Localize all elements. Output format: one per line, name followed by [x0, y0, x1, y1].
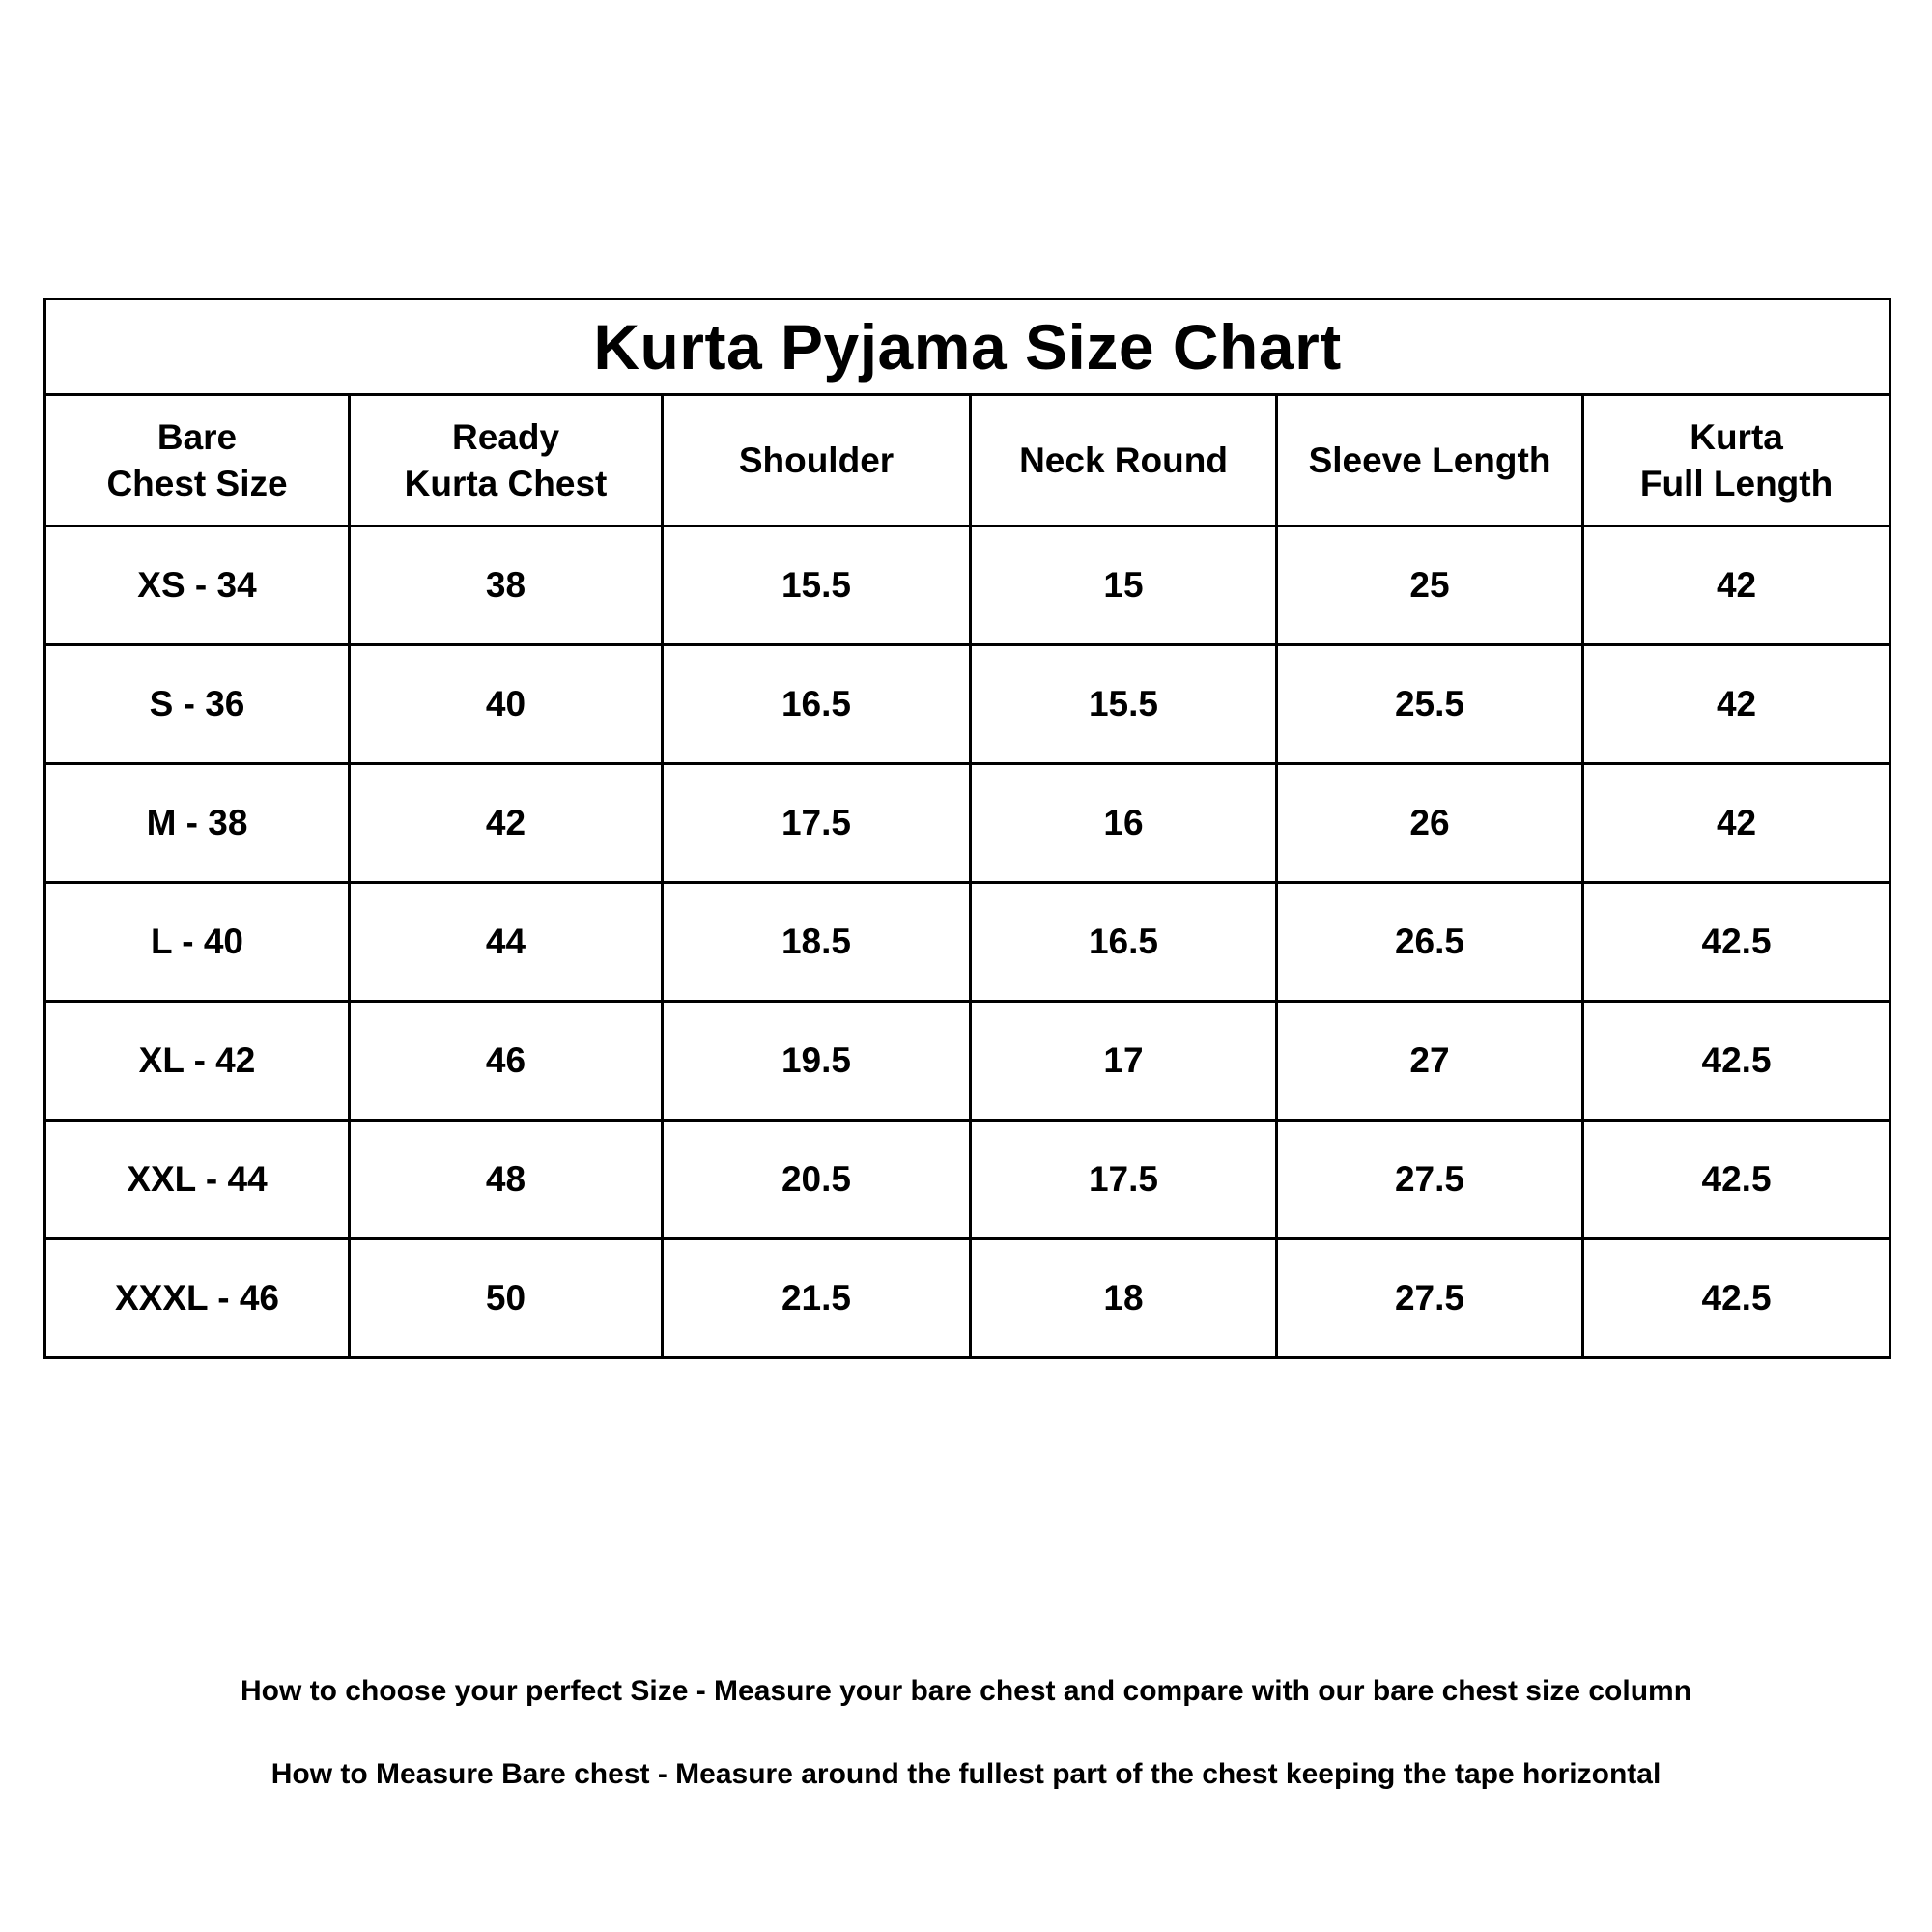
cell-neck-round: 17	[969, 1000, 1278, 1122]
header-line-2: Full Length	[1639, 463, 1833, 503]
table-row: M - 38 42 17.5 16 26 42	[43, 762, 1892, 884]
cell-neck-round: 16	[969, 762, 1278, 884]
cell-ready-kurta-chest: 48	[348, 1119, 664, 1240]
header-line-1: Sleeve Length	[1308, 440, 1551, 480]
cell-kurta-full-length: 42.5	[1580, 1237, 1892, 1359]
cell-ready-kurta-chest: 44	[348, 881, 664, 1003]
size-chart-container: Kurta Pyjama Size Chart Bare Chest Size …	[43, 298, 1892, 1359]
cell-size-label: XL - 42	[43, 1000, 351, 1122]
cell-ready-kurta-chest: 50	[348, 1237, 664, 1359]
cell-size-label: XS - 34	[43, 525, 351, 646]
cell-size-label: XXXL - 46	[43, 1237, 351, 1359]
cell-neck-round: 15	[969, 525, 1278, 646]
header-line-1: Kurta	[1690, 417, 1783, 458]
size-chart-table: Kurta Pyjama Size Chart Bare Chest Size …	[43, 298, 1892, 1359]
table-row: XL - 42 46 19.5 17 27 42.5	[43, 1000, 1892, 1122]
table-row: XXL - 44 48 20.5 17.5 27.5 42.5	[43, 1119, 1892, 1240]
cell-sleeve-length: 27.5	[1275, 1237, 1584, 1359]
cell-ready-kurta-chest: 46	[348, 1000, 664, 1122]
title-row: Kurta Pyjama Size Chart	[43, 298, 1892, 396]
table-row: XXXL - 46 50 21.5 18 27.5 42.5	[43, 1237, 1892, 1359]
cell-ready-kurta-chest: 40	[348, 643, 664, 765]
note-how-to-choose-size: How to choose your perfect Size - Measur…	[240, 1675, 1692, 1707]
header-line-1: Shoulder	[738, 440, 895, 480]
table-row: XS - 34 38 15.5 15 25 42	[43, 525, 1892, 646]
cell-ready-kurta-chest: 38	[348, 525, 664, 646]
cell-size-label: L - 40	[43, 881, 351, 1003]
cell-sleeve-length: 26.5	[1275, 881, 1584, 1003]
cell-ready-kurta-chest: 42	[348, 762, 664, 884]
cell-shoulder: 18.5	[661, 881, 972, 1003]
cell-kurta-full-length: 42.5	[1580, 881, 1892, 1003]
note-how-to-measure-bare-chest: How to Measure Bare chest - Measure arou…	[270, 1758, 1662, 1790]
cell-sleeve-length: 25	[1275, 525, 1584, 646]
cell-sleeve-length: 27	[1275, 1000, 1584, 1122]
cell-shoulder: 16.5	[661, 643, 972, 765]
cell-sleeve-length: 25.5	[1275, 643, 1584, 765]
cell-sleeve-length: 26	[1275, 762, 1584, 884]
cell-sleeve-length: 27.5	[1275, 1119, 1584, 1240]
cell-kurta-full-length: 42.5	[1580, 1119, 1892, 1240]
header-line-2: Chest Size	[106, 463, 288, 503]
column-header-bare-chest-size: Bare Chest Size	[43, 393, 351, 527]
cell-neck-round: 17.5	[969, 1119, 1278, 1240]
column-header-sleeve-length: Sleeve Length	[1275, 393, 1584, 527]
cell-kurta-full-length: 42	[1580, 525, 1892, 646]
header-row: Bare Chest Size Ready Kurta Chest Should…	[43, 393, 1892, 527]
cell-size-label: S - 36	[43, 643, 351, 765]
cell-size-label: XXL - 44	[43, 1119, 351, 1240]
cell-neck-round: 15.5	[969, 643, 1278, 765]
header-line-2: Kurta Chest	[404, 463, 608, 503]
cell-shoulder: 19.5	[661, 1000, 972, 1122]
cell-kurta-full-length: 42.5	[1580, 1000, 1892, 1122]
cell-size-label: M - 38	[43, 762, 351, 884]
header-line-1: Bare	[156, 417, 238, 458]
cell-kurta-full-length: 42	[1580, 643, 1892, 765]
cell-kurta-full-length: 42	[1580, 762, 1892, 884]
column-header-ready-kurta-chest: Ready Kurta Chest	[348, 393, 664, 527]
column-header-kurta-full-length: Kurta Full Length	[1580, 393, 1892, 527]
column-header-shoulder: Shoulder	[661, 393, 972, 527]
page-title: Kurta Pyjama Size Chart	[43, 298, 1892, 396]
footer-notes: How to choose your perfect Size - Measur…	[0, 1677, 1932, 1789]
header-line-1: Neck Round	[1019, 440, 1228, 480]
table-row: S - 36 40 16.5 15.5 25.5 42	[43, 643, 1892, 765]
header-line-1: Ready	[451, 417, 560, 458]
cell-shoulder: 15.5	[661, 525, 972, 646]
cell-neck-round: 18	[969, 1237, 1278, 1359]
cell-shoulder: 17.5	[661, 762, 972, 884]
cell-neck-round: 16.5	[969, 881, 1278, 1003]
table-row: L - 40 44 18.5 16.5 26.5 42.5	[43, 881, 1892, 1003]
column-header-neck-round: Neck Round	[969, 393, 1278, 527]
cell-shoulder: 21.5	[661, 1237, 972, 1359]
cell-shoulder: 20.5	[661, 1119, 972, 1240]
